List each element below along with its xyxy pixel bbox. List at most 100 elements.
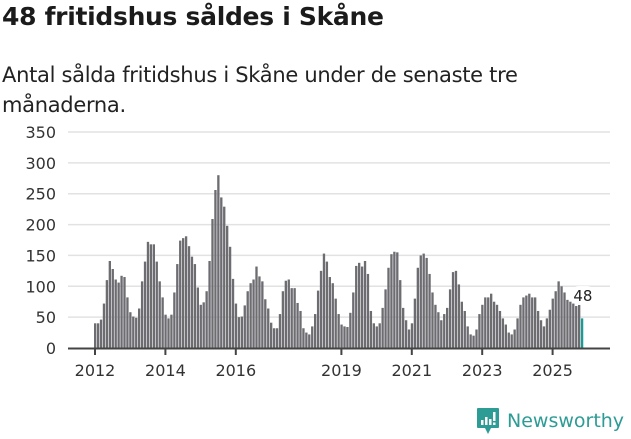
bar[interactable] bbox=[293, 288, 296, 348]
bar[interactable] bbox=[126, 297, 129, 348]
bar[interactable] bbox=[352, 292, 355, 348]
bar[interactable] bbox=[337, 314, 340, 348]
bar[interactable] bbox=[522, 297, 525, 348]
bar[interactable] bbox=[378, 323, 381, 348]
bar[interactable] bbox=[264, 299, 267, 348]
bar[interactable] bbox=[155, 261, 158, 348]
bar[interactable] bbox=[205, 291, 208, 348]
bar[interactable] bbox=[554, 291, 557, 348]
bar[interactable] bbox=[255, 266, 258, 348]
bar[interactable] bbox=[384, 289, 387, 348]
bar[interactable] bbox=[437, 312, 440, 348]
bar[interactable] bbox=[275, 328, 279, 348]
bar[interactable] bbox=[366, 273, 370, 348]
bar[interactable] bbox=[451, 272, 455, 348]
bar[interactable] bbox=[243, 305, 246, 348]
bar[interactable] bbox=[410, 323, 414, 348]
bar[interactable] bbox=[322, 253, 326, 348]
bar[interactable] bbox=[416, 267, 419, 348]
bar[interactable] bbox=[534, 297, 537, 348]
bar[interactable] bbox=[484, 297, 487, 348]
bar[interactable] bbox=[296, 302, 299, 348]
bar[interactable] bbox=[208, 260, 211, 348]
bar[interactable] bbox=[363, 260, 367, 348]
bar[interactable] bbox=[158, 281, 161, 348]
bar[interactable] bbox=[308, 334, 311, 348]
bar[interactable] bbox=[120, 275, 123, 348]
bar[interactable] bbox=[575, 306, 578, 348]
bar[interactable] bbox=[117, 282, 120, 348]
bar[interactable] bbox=[305, 332, 308, 348]
bar[interactable] bbox=[460, 301, 463, 348]
bar[interactable] bbox=[498, 310, 502, 348]
bar[interactable] bbox=[404, 320, 408, 348]
bar[interactable] bbox=[114, 279, 117, 349]
bar[interactable] bbox=[387, 267, 390, 348]
bar[interactable] bbox=[569, 301, 572, 348]
bar[interactable] bbox=[463, 310, 466, 348]
bar[interactable] bbox=[331, 283, 334, 348]
bar[interactable] bbox=[425, 257, 428, 348]
bar[interactable] bbox=[99, 319, 103, 348]
bar[interactable] bbox=[135, 317, 138, 348]
bar[interactable] bbox=[422, 253, 425, 348]
bar[interactable] bbox=[173, 292, 176, 348]
bar[interactable] bbox=[407, 329, 411, 348]
bar[interactable] bbox=[519, 304, 522, 348]
bar[interactable] bbox=[492, 301, 496, 348]
bar[interactable] bbox=[578, 304, 581, 348]
bar[interactable] bbox=[94, 323, 97, 348]
bar[interactable] bbox=[199, 304, 202, 348]
bar[interactable] bbox=[475, 329, 478, 348]
bar[interactable] bbox=[340, 324, 343, 348]
bar[interactable] bbox=[105, 280, 109, 348]
bar[interactable] bbox=[299, 310, 302, 348]
bar[interactable] bbox=[220, 197, 223, 348]
bar[interactable] bbox=[375, 326, 378, 348]
bar[interactable] bbox=[419, 255, 422, 348]
bar[interactable] bbox=[504, 324, 507, 348]
bar[interactable] bbox=[545, 318, 549, 348]
bar[interactable] bbox=[252, 279, 255, 349]
bar[interactable] bbox=[448, 289, 452, 348]
bar[interactable] bbox=[193, 264, 197, 348]
bar[interactable] bbox=[176, 264, 179, 348]
bar[interactable] bbox=[187, 246, 191, 348]
bar[interactable] bbox=[132, 316, 135, 348]
bar[interactable] bbox=[182, 238, 185, 348]
bar[interactable] bbox=[179, 240, 182, 348]
bar[interactable] bbox=[390, 254, 393, 348]
bar[interactable] bbox=[170, 314, 173, 348]
bar[interactable] bbox=[334, 298, 337, 348]
bar[interactable] bbox=[196, 287, 199, 348]
bar[interactable] bbox=[226, 225, 229, 348]
bar[interactable] bbox=[457, 284, 461, 348]
bar[interactable] bbox=[146, 241, 150, 348]
bar[interactable] bbox=[413, 298, 417, 348]
bar[interactable] bbox=[393, 251, 396, 348]
bar[interactable] bbox=[346, 327, 349, 348]
bar[interactable] bbox=[223, 206, 226, 348]
bar[interactable] bbox=[513, 329, 516, 348]
bar[interactable] bbox=[507, 332, 510, 348]
bar[interactable] bbox=[469, 334, 472, 348]
bar[interactable] bbox=[531, 297, 534, 348]
bar[interactable] bbox=[102, 303, 106, 348]
bar[interactable] bbox=[428, 273, 431, 348]
bar[interactable] bbox=[536, 310, 540, 348]
bar[interactable] bbox=[143, 261, 147, 348]
bar[interactable] bbox=[516, 318, 519, 348]
bar[interactable] bbox=[149, 244, 153, 348]
bar[interactable] bbox=[202, 302, 205, 348]
bar[interactable] bbox=[214, 190, 217, 348]
bar[interactable] bbox=[184, 236, 188, 348]
highlight-bar[interactable] bbox=[580, 318, 584, 348]
bar[interactable] bbox=[472, 335, 475, 348]
bar[interactable] bbox=[261, 281, 264, 348]
bar[interactable] bbox=[190, 256, 194, 348]
bar[interactable] bbox=[140, 281, 144, 348]
bar[interactable] bbox=[164, 314, 167, 348]
bar[interactable] bbox=[240, 316, 243, 348]
bar[interactable] bbox=[495, 304, 499, 348]
bar[interactable] bbox=[454, 270, 458, 348]
